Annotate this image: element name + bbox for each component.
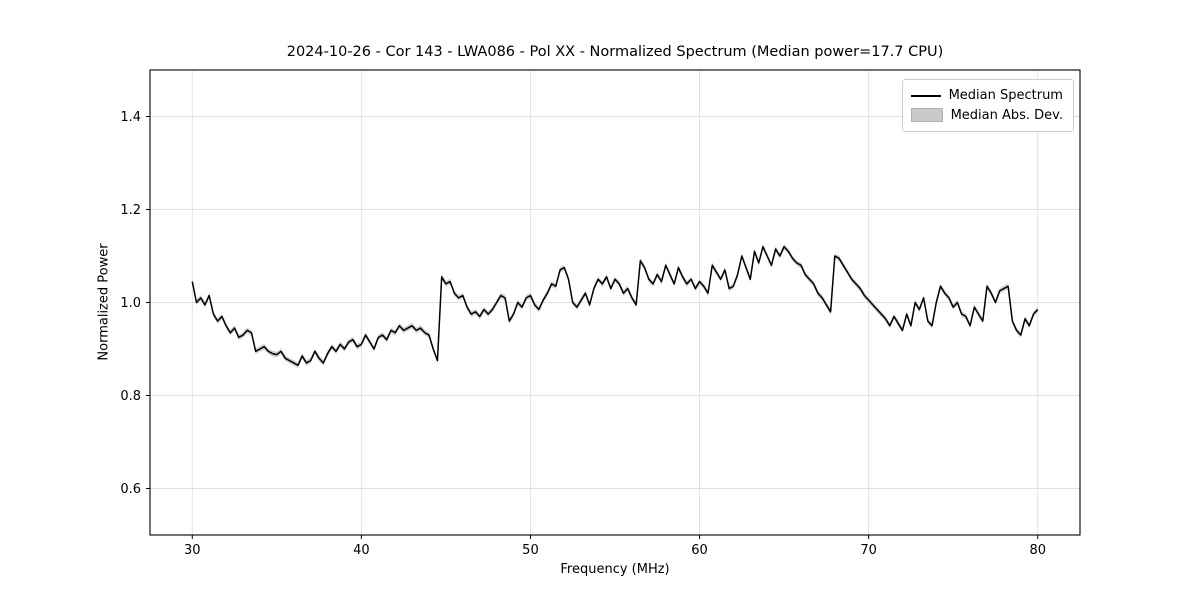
legend-patch-sample-icon (910, 108, 943, 122)
median-spectrum-line (191, 245, 1039, 367)
legend-label-median-abs-dev: Median Abs. Dev. (950, 107, 1063, 123)
x-tick-label: 40 (353, 543, 370, 558)
x-tick-label: 30 (184, 543, 201, 558)
x-tick-label: 50 (522, 543, 539, 558)
legend-entry-median-spectrum: Median Spectrum (910, 86, 1063, 105)
x-tick-label: 80 (1029, 543, 1046, 558)
y-tick-label: 0.8 (120, 389, 141, 404)
y-tick-label: 1.2 (120, 203, 141, 218)
x-axis-label: Frequency (MHz) (560, 562, 670, 577)
legend-box: Median Spectrum Median Abs. Dev. (901, 79, 1074, 132)
y-tick-label: 0.6 (120, 482, 141, 497)
x-tick-label: 60 (691, 543, 708, 558)
y-axis-label: Normalized Power (96, 243, 112, 361)
chart-title: 2024-10-26 - Cor 143 - LWA086 - Pol XX -… (286, 44, 944, 60)
mad-band (192, 243, 1038, 369)
y-tick-label: 1.0 (120, 296, 141, 311)
legend-entry-median-abs-dev: Median Abs. Dev. (910, 105, 1063, 125)
x-tick-label: 70 (860, 543, 877, 558)
legend-line-sample-icon (910, 94, 941, 97)
y-tick-label: 1.4 (120, 110, 141, 125)
legend-label-median-spectrum: Median Spectrum (948, 88, 1063, 103)
